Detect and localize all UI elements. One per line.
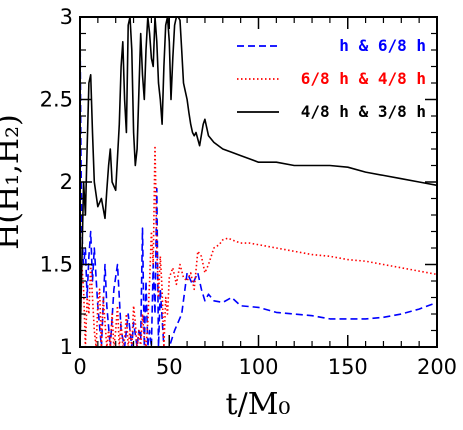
legend-label-1: h & 6/8 h xyxy=(339,36,426,55)
y-tick-label: 2.5 xyxy=(40,88,73,112)
ticks-layer: 0 50 100 150 200 1 1.5 2 2.5 3 xyxy=(40,5,457,379)
x-axis-title: t/M₀ xyxy=(226,387,291,422)
plot-frame xyxy=(79,16,438,348)
y-tick-label: 3 xyxy=(60,5,73,29)
x-tick-label: 200 xyxy=(417,355,457,379)
x-tick-label: 100 xyxy=(238,355,278,379)
y-tick-label: 2 xyxy=(60,170,73,194)
legend-label-3: 4/8 h & 3/8 h xyxy=(301,102,426,121)
y-tick-label: 1.5 xyxy=(40,253,73,277)
x-tick-label: 150 xyxy=(328,355,368,379)
legend-label-2: 6/8 h & 4/8 h xyxy=(301,69,426,88)
y-axis-title: H(H₁,H₂) xyxy=(0,114,26,249)
series-line-1 xyxy=(80,17,437,347)
series-line-3 xyxy=(80,17,437,347)
series-line-2 xyxy=(80,144,437,347)
x-tick-label: 0 xyxy=(73,355,86,379)
x-tick-label: 50 xyxy=(156,355,183,379)
y-tick-label: 1 xyxy=(60,335,73,359)
legend: h & 6/8 h 6/8 h & 4/8 h 4/8 h & 3/8 h xyxy=(237,36,426,121)
series-layer xyxy=(80,17,437,347)
